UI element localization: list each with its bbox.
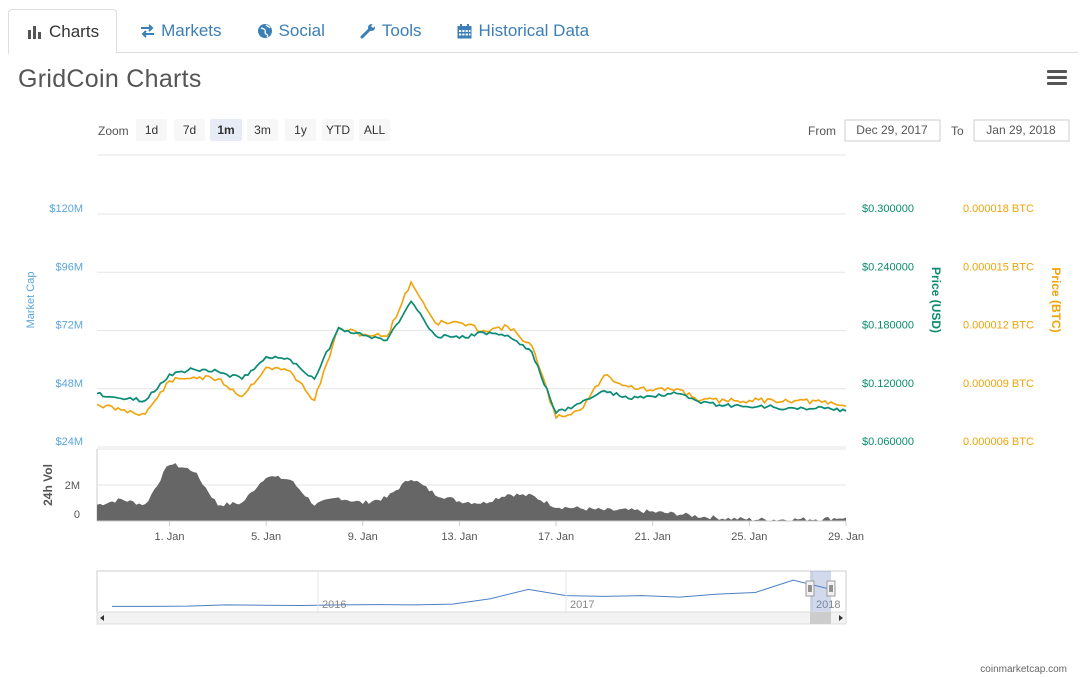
- zoom-button-bg: [210, 119, 242, 141]
- tab-label: Markets: [161, 21, 222, 40]
- market-cap-axis-title: Market Cap: [25, 272, 37, 329]
- x-tick-label: 5. Jan: [251, 531, 281, 543]
- calendar-icon: [456, 23, 474, 39]
- navigator-series: [112, 579, 832, 607]
- usd-axis-title: Price (USD): [929, 267, 943, 333]
- volume-area: [97, 463, 846, 521]
- from-date-input[interactable]: Dec 29, 2017: [844, 119, 941, 142]
- from-date-box: [844, 119, 941, 142]
- navigator-handle: [826, 580, 836, 597]
- usd-tick: $0.180000: [862, 320, 914, 332]
- x-tick-label: 9. Jan: [348, 531, 378, 543]
- navigator-year-label: 2017: [570, 599, 594, 611]
- navigator-year-label: 2016: [322, 599, 346, 611]
- zoom-button-label: ALL: [364, 123, 386, 137]
- navigator-year-label: 2018: [816, 599, 840, 611]
- market-cap-tick: $48M: [55, 378, 83, 390]
- x-tick-label: 25. Jan: [731, 531, 767, 543]
- to-date-input[interactable]: Jan 29, 2018: [973, 119, 1070, 142]
- market-cap-tick: $72M: [55, 320, 83, 332]
- hamburger-menu-icon[interactable]: [1047, 70, 1067, 88]
- zoom-button-1y[interactable]: 1y: [285, 119, 316, 141]
- volume-tick: 2M: [65, 480, 80, 492]
- navigator-handle: [805, 580, 815, 597]
- zoom-button-7d[interactable]: 7d: [174, 119, 205, 141]
- tab-label: Social: [278, 21, 325, 40]
- btc-axis-title: Price (BTC): [1049, 267, 1063, 332]
- from-date-value: Dec 29, 2017: [856, 123, 928, 137]
- market-cap-tick: $96M: [55, 261, 83, 273]
- zoom-button-all[interactable]: ALL: [359, 119, 390, 141]
- scroll-left-arrow-icon: [100, 615, 104, 621]
- zoom-button-label: 1m: [217, 123, 234, 137]
- usd-tick: $0.060000: [862, 436, 914, 448]
- tab-historical-data[interactable]: Historical Data: [439, 9, 607, 53]
- zoom-button-bg: [247, 119, 278, 141]
- tab-tools[interactable]: Tools: [342, 9, 439, 53]
- x-tick-label: 1. Jan: [154, 531, 184, 543]
- tab-markets[interactable]: Markets: [121, 9, 238, 53]
- navigator-scrollbar[interactable]: [96, 611, 847, 625]
- tab-label: Tools: [381, 21, 422, 40]
- scrollbar-thumb: [810, 612, 831, 624]
- x-tick-label: 29. Jan: [828, 531, 864, 543]
- zoom-button-label: 7d: [183, 123, 196, 137]
- usd-tick: $0.240000: [862, 261, 914, 273]
- x-tick-label: 13. Jan: [441, 531, 477, 543]
- chart-tabs: Charts Markets Social Tools Historical Data: [8, 9, 1078, 54]
- market-cap-tick: $24M: [55, 436, 83, 448]
- zoom-button-bg: [322, 119, 354, 141]
- tab-social[interactable]: Social: [239, 9, 342, 53]
- bar-chart-icon: [26, 24, 44, 40]
- range-navigator[interactable]: 2016 2017 2018: [96, 570, 847, 613]
- to-date-value: Jan 29, 2018: [986, 123, 1056, 137]
- globe-icon: [256, 23, 274, 39]
- wrench-icon: [359, 23, 377, 39]
- to-label: To: [951, 124, 964, 138]
- usd-tick: $0.300000: [862, 203, 914, 215]
- zoom-button-label: 3m: [254, 123, 271, 137]
- zoom-label: Zoom: [98, 124, 129, 138]
- scroll-right-arrow-icon: [839, 615, 843, 621]
- btc-tick: 0.000012 BTC: [963, 320, 1034, 332]
- zoom-button-bg: [174, 119, 205, 141]
- price-usd-line: [96, 300, 847, 415]
- navigator-selection: [810, 571, 831, 612]
- zoom-button-1d[interactable]: 1d: [136, 119, 167, 141]
- volume-tick: 0: [74, 509, 80, 521]
- x-tick-label: 17. Jan: [538, 531, 574, 543]
- zoom-button-label: 1y: [294, 123, 307, 137]
- page-title: GridCoin Charts: [18, 65, 202, 93]
- exchange-arrows-icon: [138, 23, 156, 39]
- usd-tick: $0.120000: [862, 378, 914, 390]
- x-tick-label: 21. Jan: [635, 531, 671, 543]
- zoom-button-label: 1d: [145, 123, 158, 137]
- gridcoin-chart: Zoom 1d 7d 1m 3m 1y YTD ALL From Dec 29, 2017 To Ja…: [25, 119, 1070, 625]
- tab-label: Charts: [49, 21, 100, 41]
- market-cap-tick: $120M: [49, 203, 83, 215]
- btc-tick: 0.000018 BTC: [963, 203, 1034, 215]
- zoom-button-bg: [136, 119, 167, 141]
- credit-link[interactable]: coinmarketcap.com: [980, 664, 1067, 675]
- zoom-button-bg: [359, 119, 390, 141]
- tab-label: Historical Data: [478, 21, 590, 40]
- zoom-button-3m[interactable]: 3m: [247, 119, 278, 141]
- btc-tick: 0.000015 BTC: [963, 261, 1034, 273]
- zoom-button-ytd[interactable]: YTD: [322, 119, 354, 141]
- btc-tick: 0.000009 BTC: [963, 378, 1034, 390]
- btc-tick: 0.000006 BTC: [963, 436, 1034, 448]
- from-label: From: [808, 124, 836, 138]
- zoom-button-1m[interactable]: 1m: [210, 119, 242, 141]
- tab-charts[interactable]: Charts: [8, 9, 118, 54]
- market-cap-line: [96, 300, 847, 415]
- zoom-button-label: YTD: [326, 123, 350, 137]
- zoom-button-bg: [285, 119, 316, 141]
- volume-axis-title: 24h Vol: [41, 464, 55, 506]
- scrollbar-track: [96, 611, 847, 625]
- to-date-box: [973, 119, 1070, 142]
- price-btc-line: [96, 280, 847, 420]
